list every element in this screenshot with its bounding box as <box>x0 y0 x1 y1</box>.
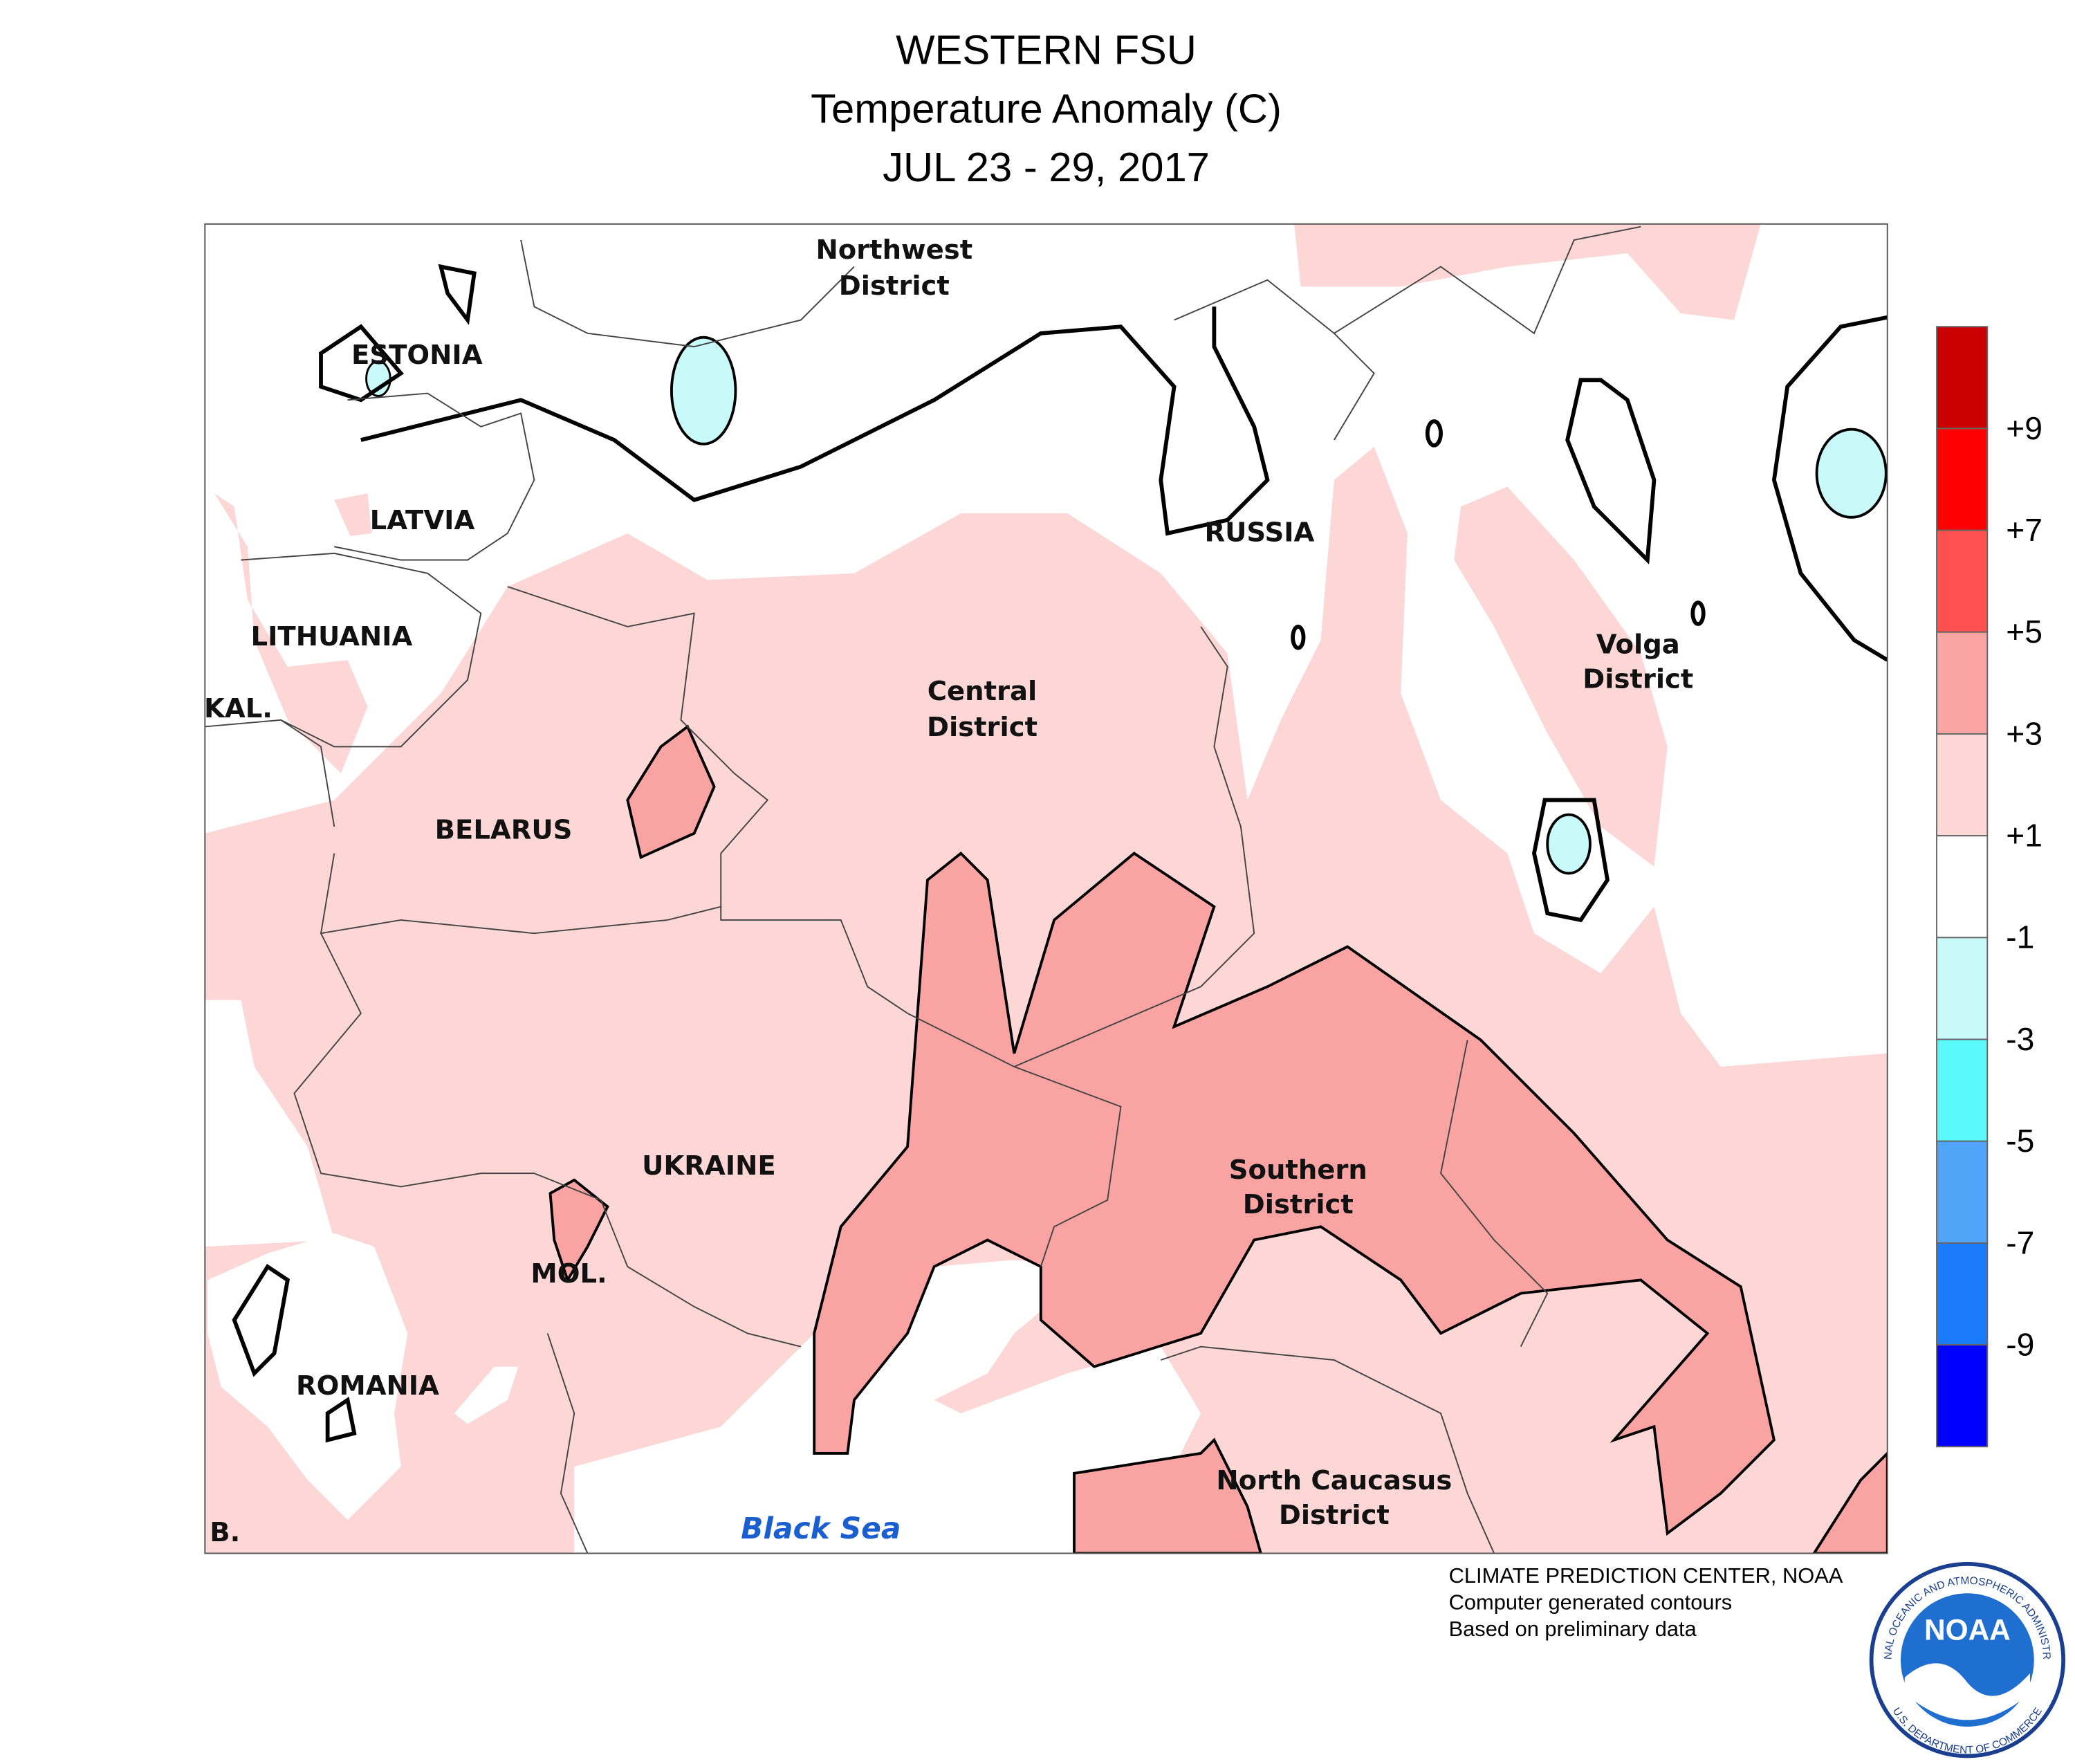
credit-line: Based on preliminary data <box>1449 1617 1697 1641</box>
country-label: ESTONIA <box>351 340 483 371</box>
colorbar-label: -1 <box>2006 919 2034 955</box>
credit-line: Computer generated contours <box>1449 1590 1733 1614</box>
credit-line: CLIMATE PREDICTION CENTER, NOAA <box>1449 1563 1843 1588</box>
region-label: District <box>1279 1500 1390 1531</box>
country-label: LATVIA <box>370 505 475 536</box>
colorbar-bin <box>1936 733 1989 837</box>
region-label: Volga <box>1596 629 1680 660</box>
colorbar-bin <box>1936 1038 1989 1142</box>
colorbar-label: -3 <box>2006 1021 2034 1057</box>
title-line: JUL 23 - 29, 2017 <box>883 144 1210 190</box>
country-label: LITHUANIA <box>251 621 413 652</box>
region-label: Central <box>928 676 1037 707</box>
country-label: KAL. <box>204 693 273 724</box>
country-label: RUSSIA <box>1204 517 1314 549</box>
map <box>205 223 1888 1554</box>
region-label: District <box>1583 664 1693 695</box>
colorbar-label: -5 <box>2006 1123 2034 1159</box>
colorbar-bin <box>1936 1344 1989 1448</box>
country-label: BELARUS <box>435 814 573 845</box>
colorbar-label: +1 <box>2006 818 2042 854</box>
colorbar-label: +5 <box>2006 614 2042 650</box>
map-labels: Northwest District ESTONIA LATVIA LITHUA… <box>204 235 1693 1548</box>
logo-text: NOAA <box>1924 1614 2011 1646</box>
colorbar-bin <box>1936 631 1989 735</box>
region-label: District <box>927 712 1038 743</box>
colorbar-label: +9 <box>2006 410 2042 446</box>
colorbar-label: -9 <box>2006 1327 2034 1363</box>
colorbar-bin <box>1936 1140 1989 1244</box>
colorbar-bin <box>1936 937 1989 1040</box>
title-line: WESTERN FSU <box>896 27 1197 73</box>
colorbar: +9 +7 +5 +3 +1 -1 -3 -5 -7 -9 <box>1936 326 2042 1448</box>
region-label: District <box>839 270 950 302</box>
region-label: Northwest <box>815 235 972 266</box>
colorbar-bin <box>1936 529 1989 633</box>
country-label: UKRAINE <box>642 1150 776 1182</box>
region-label: District <box>1243 1189 1354 1220</box>
title-line: Temperature Anomaly (C) <box>811 85 1282 131</box>
colorbar-bin <box>1936 428 1989 531</box>
colorbar-label: +7 <box>2006 512 2042 548</box>
colorbar-label: -7 <box>2006 1224 2034 1260</box>
colorbar-bin <box>1936 1242 1989 1346</box>
country-label: ROMANIA <box>296 1370 439 1402</box>
region-label: Southern <box>1229 1155 1367 1186</box>
colorbar-bin <box>1936 835 1989 939</box>
map-frame <box>204 223 1888 1554</box>
country-label: MOL. <box>531 1258 607 1289</box>
country-label: B. <box>210 1517 240 1548</box>
colorbar-bin <box>1936 326 1989 430</box>
region-label: North Caucasus <box>1216 1465 1452 1496</box>
sea-label: Black Sea <box>741 1512 901 1545</box>
colorbar-label: +3 <box>2006 715 2042 751</box>
